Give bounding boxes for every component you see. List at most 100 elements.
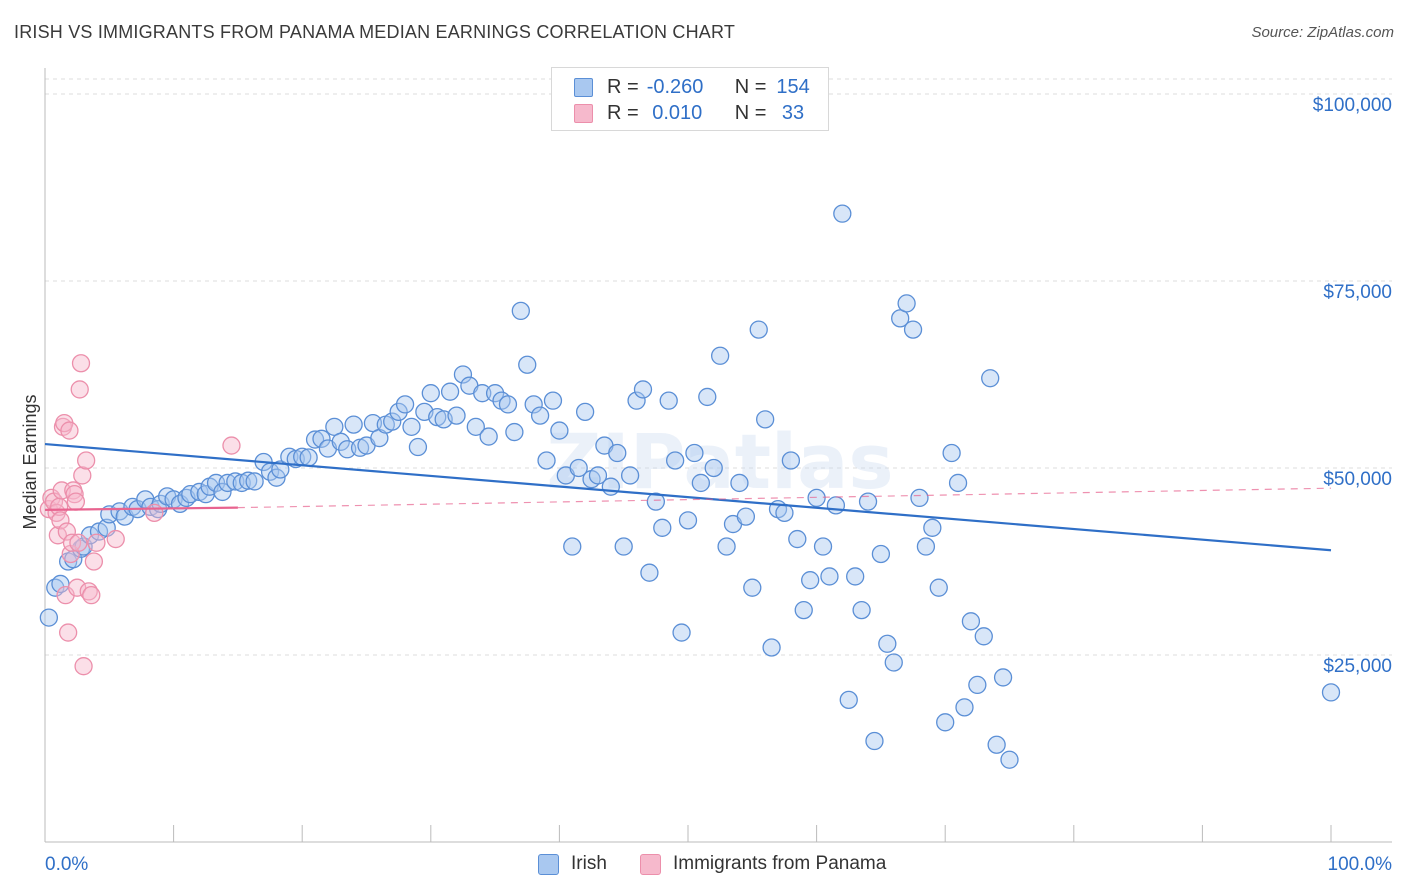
- irish-point: [537, 451, 556, 470]
- legend-swatch-panama: [574, 103, 593, 123]
- irish-point: [498, 395, 518, 414]
- legend-n-label: N =: [734, 101, 767, 124]
- irish-point: [646, 492, 665, 511]
- irish-point: [588, 466, 608, 485]
- irish-point: [627, 391, 646, 410]
- panama-point: [87, 533, 106, 552]
- axes: [44, 68, 1392, 843]
- irish-point: [781, 451, 801, 470]
- irish-point: [878, 634, 897, 653]
- legend-row-panama: R = 0.010 N = 33: [574, 100, 804, 126]
- bottom-legend-label-irish: Irish: [571, 853, 607, 874]
- irish-point: [736, 507, 756, 526]
- trend-lines: [44, 442, 1332, 552]
- panama-point: [73, 466, 92, 485]
- irish-point: [563, 537, 582, 556]
- irish-point: [1000, 750, 1019, 769]
- panama-point: [51, 511, 70, 530]
- irish-point: [801, 571, 820, 590]
- x-tick-labels: 0.0% 100.0%: [45, 854, 1392, 875]
- irish-point: [440, 382, 460, 401]
- irish-point: [614, 537, 633, 556]
- irish-point: [871, 544, 891, 564]
- bottom-legend-panama: Immigrants from Panama: [640, 852, 886, 876]
- irish-point: [903, 320, 923, 339]
- irish-point: [524, 395, 543, 414]
- irish-point: [1321, 683, 1341, 702]
- irish-point: [923, 518, 942, 537]
- irish-point: [942, 443, 961, 463]
- irish-point: [213, 482, 232, 502]
- irish-point: [916, 537, 936, 556]
- irish-point: [245, 472, 264, 491]
- panama-point: [48, 526, 68, 545]
- irish-point: [826, 496, 846, 515]
- panama-point: [84, 552, 104, 571]
- irish-point: [743, 578, 762, 597]
- legend-r-value: -0.260: [646, 75, 704, 98]
- irish-point: [226, 472, 245, 491]
- y-tick-label: $25,000: [1323, 656, 1392, 677]
- panama-point: [77, 451, 96, 470]
- y-tick-label: $75,000: [1323, 282, 1392, 303]
- irish-point: [473, 384, 492, 403]
- irish-point: [447, 406, 466, 425]
- panama-point: [74, 657, 93, 676]
- irish-point: [974, 627, 993, 646]
- irish-point: [218, 473, 237, 493]
- bottom-legend-label-panama: Immigrants from Panama: [673, 853, 887, 874]
- irish-point: [633, 380, 653, 399]
- irish-point: [884, 653, 903, 672]
- x-tick-label-min: 0.0%: [45, 854, 88, 875]
- irish-point: [659, 391, 678, 410]
- irish-point: [389, 402, 408, 422]
- irish-point: [698, 387, 717, 407]
- irish-point: [858, 492, 878, 511]
- irish-point: [601, 477, 620, 496]
- grid-lines: [45, 78, 1392, 656]
- legend-r-label: R =: [607, 75, 639, 98]
- irish-point: [865, 731, 884, 751]
- irish-point: [749, 320, 768, 339]
- irish-point: [678, 511, 698, 530]
- panama-point: [82, 585, 101, 605]
- irish-point: [620, 466, 640, 485]
- irish-point: [550, 421, 569, 440]
- irish-point: [756, 410, 775, 429]
- irish-point: [383, 412, 402, 431]
- panama-point: [71, 354, 91, 373]
- irish-point: [479, 427, 498, 446]
- panama-point: [69, 533, 88, 552]
- irish-point: [395, 395, 415, 414]
- irish-point: [987, 735, 1006, 754]
- irish-point: [305, 430, 325, 449]
- irish-point: [271, 460, 290, 479]
- irish-point: [929, 578, 948, 597]
- y-tick-label: $50,000: [1323, 469, 1392, 490]
- legend-n-value: 154: [776, 75, 810, 98]
- irish-point: [653, 518, 672, 537]
- irish-point: [897, 294, 916, 313]
- irish-point: [511, 301, 530, 321]
- panama-trend-line: [44, 506, 238, 511]
- y-axis-label: Median Earnings: [20, 394, 40, 529]
- irish-trend-line: [44, 442, 1332, 552]
- panama-point: [62, 533, 82, 552]
- irish-point: [331, 432, 350, 451]
- irish-point: [852, 600, 871, 620]
- panama-point: [68, 578, 87, 597]
- source-label: Source: ZipAtlas.com: [1251, 24, 1394, 41]
- irish-point: [788, 529, 807, 549]
- irish-point: [530, 406, 550, 425]
- irish-point: [936, 713, 955, 732]
- irish-point: [543, 391, 563, 410]
- irish-point: [665, 451, 685, 470]
- irish-point: [640, 563, 659, 582]
- irish-point: [408, 437, 428, 457]
- irish-point: [794, 600, 813, 620]
- irish-point: [839, 690, 858, 710]
- panama-point: [222, 436, 241, 455]
- irish-point: [820, 567, 839, 586]
- irish-point: [402, 417, 421, 436]
